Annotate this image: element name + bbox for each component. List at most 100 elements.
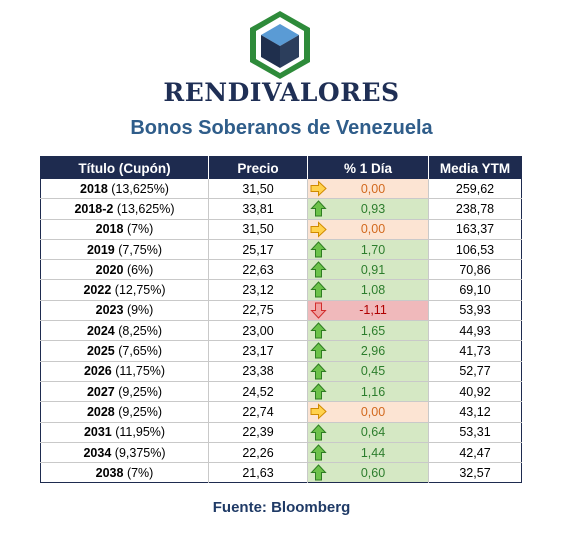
table-row: 2026 (11,75%) 23,38 0,45 52,77: [40, 361, 522, 382]
table-row: 2028 (9,25%) 22,74 0,00 43,12: [40, 401, 522, 423]
change-cell: 1,70: [307, 239, 429, 261]
change-cell: 0,60: [307, 462, 429, 483]
change-value: 0,93: [360, 201, 386, 216]
table-header-row: Título (Cupón) Precio % 1 Día Media YTM: [40, 156, 522, 179]
bond-year: 2024: [86, 323, 115, 338]
source-note: Fuente: Bloomberg: [212, 499, 351, 516]
green-up-arrow-icon: [310, 464, 327, 481]
price-cell: 25,17: [208, 239, 308, 261]
green-up-arrow-icon: [310, 362, 327, 380]
change-cell: 2,96: [307, 340, 429, 362]
table-row: 2038 (7%) 21,63 0,60 32,57: [41, 462, 522, 483]
bond-title-cell: 2018 (13,625%): [40, 179, 209, 200]
bond-title-cell: 2023 (9%): [40, 300, 209, 322]
yellow-right-arrow-icon: [310, 220, 327, 238]
green-up-arrow-icon: [310, 342, 327, 359]
bond-year: 2023: [95, 303, 124, 318]
bond-title-cell: 2025 (7,65%): [40, 340, 209, 362]
green-up-arrow-icon: [310, 261, 327, 278]
change-cell: -1,11: [307, 300, 429, 322]
column-header-ytm: Media YTM: [428, 156, 522, 179]
bond-coupon: (7%): [126, 465, 154, 480]
change-value: 0,00: [360, 404, 386, 419]
bond-coupon: (9,25%): [118, 384, 163, 399]
green-up-arrow-icon: [310, 322, 327, 339]
change-value: 0,00: [360, 222, 386, 237]
bond-title-cell: 2027 (9,25%): [40, 381, 209, 403]
bond-year: 2018: [95, 222, 124, 237]
column-header-price: Precio: [208, 156, 308, 179]
change-cell: 0,45: [307, 361, 429, 382]
bond-coupon: (7,75%): [118, 242, 163, 257]
table-row: 2031 (11,95%) 22,39 0,64 53,31: [40, 422, 522, 443]
bond-title-cell: 2028 (9,25%): [40, 401, 209, 423]
change-cell: 0,91: [307, 259, 429, 281]
ytm-cell: 163,37: [428, 219, 522, 240]
change-cell: 1,65: [307, 320, 429, 342]
bond-year: 2026: [83, 364, 112, 379]
price-cell: 23,00: [208, 320, 308, 342]
price-cell: 22,63: [208, 259, 308, 281]
bond-title-cell: 2031 (11,95%): [40, 422, 209, 443]
green-up-arrow-icon: [310, 241, 327, 258]
ytm-cell: 53,93: [428, 300, 522, 322]
green-up-arrow-icon: [310, 281, 327, 298]
bond-title-cell: 2019 (7,75%): [40, 239, 209, 261]
table-row: 2023 (9%) 22,75 -1,11 53,93: [40, 300, 522, 322]
page-title: Bonos Soberanos de Venezuela: [130, 117, 433, 139]
price-cell: 22,75: [208, 300, 308, 322]
price-cell: 31,50: [208, 179, 308, 200]
bond-year: 2028: [86, 404, 115, 419]
column-header-change: % 1 Día: [307, 156, 429, 179]
bond-title-cell: 2038 (7%): [41, 463, 209, 483]
price-cell: 23,38: [208, 361, 308, 382]
bond-title-cell: 2018-2 (13,625%): [40, 198, 209, 220]
table-row: 2034 (9,375%) 22,26 1,44 42,47: [40, 442, 522, 464]
bond-table: Título (Cupón) Precio % 1 Día Media YTM …: [40, 156, 522, 484]
table-row: 2024 (8,25%) 23,00 1,65 44,93: [40, 320, 522, 342]
yellow-right-arrow-icon: [310, 403, 327, 420]
change-cell: 1,08: [307, 279, 429, 301]
bond-coupon: (7%): [126, 222, 154, 237]
ytm-cell: 52,77: [428, 361, 522, 382]
ytm-cell: 41,73: [428, 340, 522, 362]
ytm-cell: 42,47: [428, 442, 522, 464]
change-value: 1,16: [360, 384, 386, 399]
change-value: 1,65: [360, 323, 386, 338]
price-cell: 22,26: [208, 442, 308, 464]
table-body: 2018 (13,625%) 31,50 0,00 259,62 2018-2 …: [40, 179, 522, 483]
change-cell: 0,00: [307, 401, 429, 423]
bond-coupon: (13,625%): [111, 181, 169, 196]
change-cell: 0,00: [307, 219, 429, 240]
ytm-cell: 32,57: [428, 462, 522, 483]
bond-year: 2025: [86, 344, 115, 359]
change-value: -1,11: [359, 303, 387, 318]
bond-year: 2019: [86, 242, 115, 257]
change-value: 1,44: [360, 445, 386, 460]
ytm-cell: 238,78: [428, 198, 522, 220]
price-cell: 23,17: [208, 340, 308, 362]
price-cell: 24,52: [208, 381, 308, 403]
change-value: 0,91: [360, 262, 386, 277]
bond-title-cell: 2020 (6%): [40, 259, 209, 281]
change-value: 1,08: [360, 283, 386, 298]
green-up-arrow-icon: [310, 444, 327, 461]
change-value: 0,00: [360, 181, 386, 196]
change-cell: 0,64: [307, 422, 429, 443]
bond-title-cell: 2022 (12,75%): [40, 279, 209, 301]
bond-year: 2031: [83, 425, 112, 440]
bond-coupon: (9%): [126, 303, 154, 318]
green-up-arrow-icon: [310, 200, 327, 217]
bond-title-cell: 2024 (8,25%): [40, 320, 209, 342]
bond-year: 2034: [83, 445, 112, 460]
table-row: 2020 (6%) 22,63 0,91 70,86: [40, 259, 522, 281]
bond-coupon: (8,25%): [118, 323, 163, 338]
bond-table-container: Título (Cupón) Precio % 1 Día Media YTM …: [40, 156, 522, 484]
green-up-arrow-icon: [310, 423, 327, 441]
brand-name: RENDIVALORES: [163, 78, 400, 107]
price-cell: 22,74: [208, 401, 308, 423]
price-cell: 31,50: [208, 219, 308, 240]
bond-coupon: (11,95%): [115, 425, 166, 440]
column-header-title: Título (Cupón): [40, 156, 209, 179]
